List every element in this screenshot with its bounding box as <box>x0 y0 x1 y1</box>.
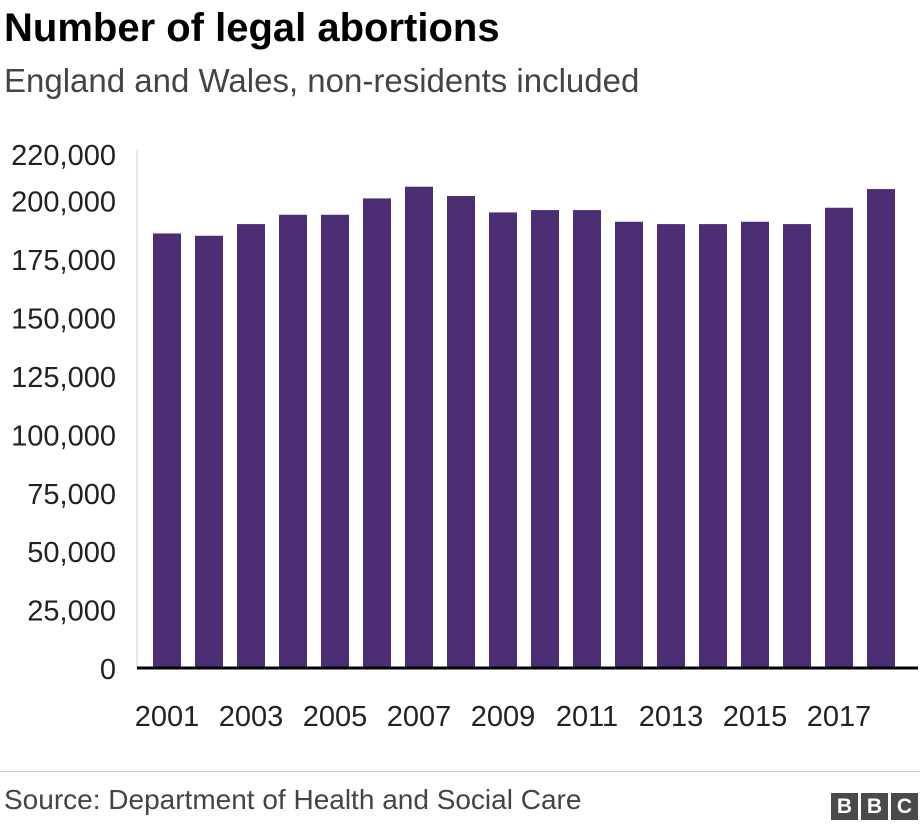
source-note: Source: Department of Health and Social … <box>4 784 582 815</box>
bar-2010 <box>531 210 559 668</box>
x-axis: 2001 2003 2005 2007 2009 2011 2013 2015 2017 <box>135 666 918 733</box>
bar-2011 <box>573 210 601 668</box>
y-tick-label: 175,000 <box>11 245 116 277</box>
bar-2016 <box>783 224 811 668</box>
bars <box>153 186 895 669</box>
bbc-logo-letter: B <box>861 793 888 820</box>
bar-2012 <box>615 221 643 668</box>
bar-2002 <box>195 235 223 668</box>
x-tick-label: 2001 <box>135 701 200 733</box>
bar-chart: 0 25,000 50,000 75,000 100,000 125,000 150,000… <box>11 140 918 733</box>
x-tick-label: 2007 <box>387 701 452 733</box>
bbc-logo-letter: B <box>831 793 858 820</box>
bar-2013 <box>657 224 685 668</box>
bar-2009 <box>489 212 517 668</box>
x-tick-label: 2005 <box>303 701 368 733</box>
y-tick-label: 100,000 <box>11 420 116 452</box>
chart-title: Number of legal abortions <box>4 6 500 50</box>
bar-2018 <box>867 189 895 669</box>
y-tick-label: 25,000 <box>27 596 116 628</box>
y-tick-label: 125,000 <box>11 362 116 394</box>
y-axis: 0 25,000 50,000 75,000 100,000 125,000 150,000… <box>11 140 138 686</box>
x-tick-label: 2013 <box>639 701 704 733</box>
bar-2004 <box>279 214 307 668</box>
x-tick-label: 2009 <box>471 701 536 733</box>
y-tick-label: 75,000 <box>27 479 116 511</box>
x-tick-label: 2017 <box>807 701 872 733</box>
x-tick-label: 2003 <box>219 701 284 733</box>
bar-2015 <box>741 221 769 668</box>
bar-2006 <box>363 198 391 668</box>
bar-2014 <box>699 224 727 668</box>
chart-subtitle: England and Wales, non-residents include… <box>4 62 640 99</box>
bbc-logo-letter: C <box>891 793 918 820</box>
x-tick-label: 2015 <box>723 701 788 733</box>
bar-2001 <box>153 233 181 668</box>
bar-2017 <box>825 207 853 669</box>
y-tick-label: 200,000 <box>11 187 116 219</box>
bar-2008 <box>447 196 475 669</box>
y-tick-label: 0 <box>100 654 116 686</box>
y-tick-label: 50,000 <box>27 537 116 569</box>
footer-divider <box>0 771 920 772</box>
x-tick-label: 2011 <box>556 701 618 733</box>
bbc-logo: B B C <box>831 793 918 820</box>
bar-2005 <box>321 214 349 668</box>
y-tick-label: 220,000 <box>11 140 116 172</box>
bar-2007 <box>405 186 433 668</box>
bar-2003 <box>237 224 265 668</box>
y-tick-label: 150,000 <box>11 304 116 336</box>
